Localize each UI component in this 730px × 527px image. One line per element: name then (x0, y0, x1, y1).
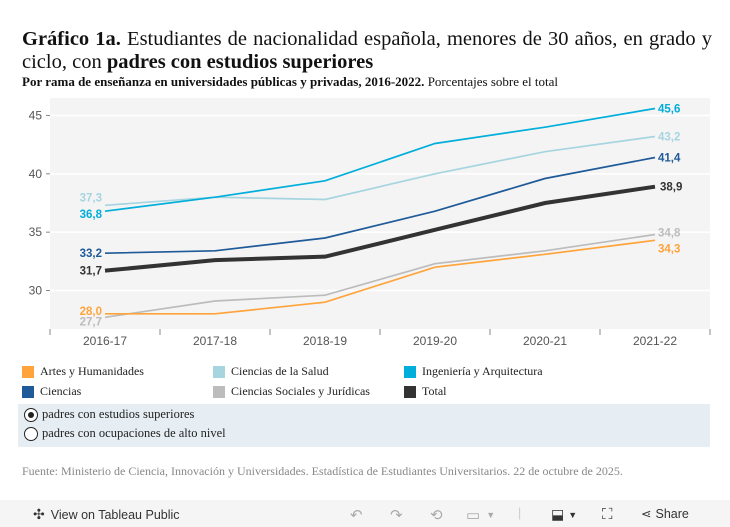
radio-label: padres con estudios superiores (42, 407, 195, 421)
subtitle-bold: Por rama de enseñanza en universidades p… (22, 74, 425, 89)
start-data-label: 28,0 (80, 306, 102, 318)
start-data-label: 37,3 (80, 192, 102, 204)
view-on-tableau-button[interactable]: ✣ View on Tableau Public (33, 506, 180, 523)
revert-icon[interactable]: ⟲ (430, 507, 443, 524)
fullscreen-icon[interactable]: ⛶ (602, 506, 613, 523)
x-tick-label: 2021-22 (633, 334, 677, 348)
chart-title: Gráfico 1a. Estudiantes de nacionalidad … (22, 28, 712, 74)
end-data-label: 34,8 (658, 228, 681, 240)
series-line-3 (104, 233, 656, 319)
y-tick-label: 45 (29, 109, 43, 123)
radio-padres-ocupaciones-alto-nivel[interactable]: padres con ocupaciones de alto nivel (24, 426, 226, 441)
x-tick-label: 2016-17 (83, 334, 127, 348)
chart-subtitle: Por rama de enseñanza en universidades p… (22, 74, 558, 90)
legend-item[interactable]: Ciencias de la Salud (213, 364, 329, 379)
legend-label: Ingeniería y Arquitectura (422, 364, 543, 378)
radio-circle[interactable] (24, 426, 38, 441)
end-data-label: 41,4 (658, 153, 681, 165)
y-tick-label: 30 (29, 284, 43, 298)
refresh-icon[interactable]: ▭ ▼ (466, 507, 496, 524)
start-data-label: 33,2 (80, 248, 102, 260)
x-tick-label: 2020-21 (523, 334, 567, 348)
tableau-logo-icon: ✣ (33, 506, 45, 522)
series-line-0 (104, 135, 656, 207)
legend-swatch (213, 385, 225, 398)
redo-icon[interactable]: ↷ (390, 507, 403, 524)
x-tick-label: 2017-18 (193, 334, 237, 348)
legend-label: Total (422, 384, 447, 398)
view-label: View on Tableau Public (50, 507, 180, 522)
legend-item[interactable]: Ingeniería y Arquitectura (404, 364, 543, 379)
tableau-toolbar: ✣ View on Tableau Public ↶ ↷ ⟲ ▭ ▼ | ⬓ ▼ ⛶ … (0, 500, 730, 527)
legend-label: Ciencias (40, 384, 82, 398)
title-emphasis: padres con estudios superiores (106, 51, 374, 73)
x-tick-label: 2019-20 (413, 334, 457, 348)
start-data-label: 31,7 (80, 266, 102, 278)
legend-swatch (22, 385, 34, 398)
title-text: Estudiantes de nacionalidad española, me… (22, 28, 712, 73)
legend-swatch (213, 365, 225, 378)
start-data-label: 27,7 (80, 316, 102, 328)
download-icon[interactable]: ⬓ ▼ (551, 506, 578, 522)
plot-area (50, 98, 710, 329)
legend-label: Ciencias Sociales y Jurídicas (231, 384, 370, 398)
legend-item[interactable]: Ciencias Sociales y Jurídicas (213, 384, 370, 399)
legend-item[interactable]: Artes y Humanidades (22, 364, 144, 379)
share-icon: ⋖ (641, 507, 652, 521)
title-prefix: Gráfico 1a. (22, 28, 121, 50)
radio-circle[interactable] (24, 407, 38, 422)
end-data-label: 45,6 (658, 104, 680, 116)
filter-radio-group: padres con estudios superiores padres co… (18, 404, 710, 447)
toolbar-divider: | (518, 506, 522, 520)
legend-label: Artes y Humanidades (40, 364, 144, 378)
y-tick-label: 40 (29, 167, 43, 181)
series-line-4 (105, 239, 656, 315)
legend-swatch (404, 385, 416, 398)
legend-swatch (404, 365, 416, 378)
legend-label: Ciencias de la Salud (231, 364, 329, 378)
series-line-1 (104, 107, 656, 213)
end-data-label: 34,3 (658, 243, 680, 255)
legend-item[interactable]: Ciencias (22, 384, 81, 399)
start-data-label: 36,8 (80, 209, 103, 221)
y-tick-label: 35 (29, 225, 43, 239)
end-data-label: 43,2 (658, 132, 680, 144)
legend-swatch (22, 365, 34, 378)
radio-padres-estudios-superiores[interactable]: padres con estudios superiores (24, 407, 194, 422)
line-chart: 30 35 40 45 2016-17 2017-18 2018-19 2019-20 2020… (29, 98, 711, 348)
legend-item[interactable]: Total (404, 384, 447, 399)
undo-icon[interactable]: ↶ (350, 507, 363, 524)
source-note: Fuente: Ministerio de Ciencia, Innovació… (22, 464, 623, 478)
series-line-5 (104, 184, 656, 273)
subtitle-normal: Porcentajes sobre el total (427, 74, 559, 89)
end-data-label: 38,9 (660, 182, 682, 194)
radio-label: padres con ocupaciones de alto nivel (42, 426, 226, 440)
series-line-2 (104, 156, 656, 255)
share-button[interactable]: ⋖ Share (641, 506, 689, 522)
x-tick-label: 2018-19 (303, 334, 347, 348)
share-label: Share (655, 506, 689, 521)
